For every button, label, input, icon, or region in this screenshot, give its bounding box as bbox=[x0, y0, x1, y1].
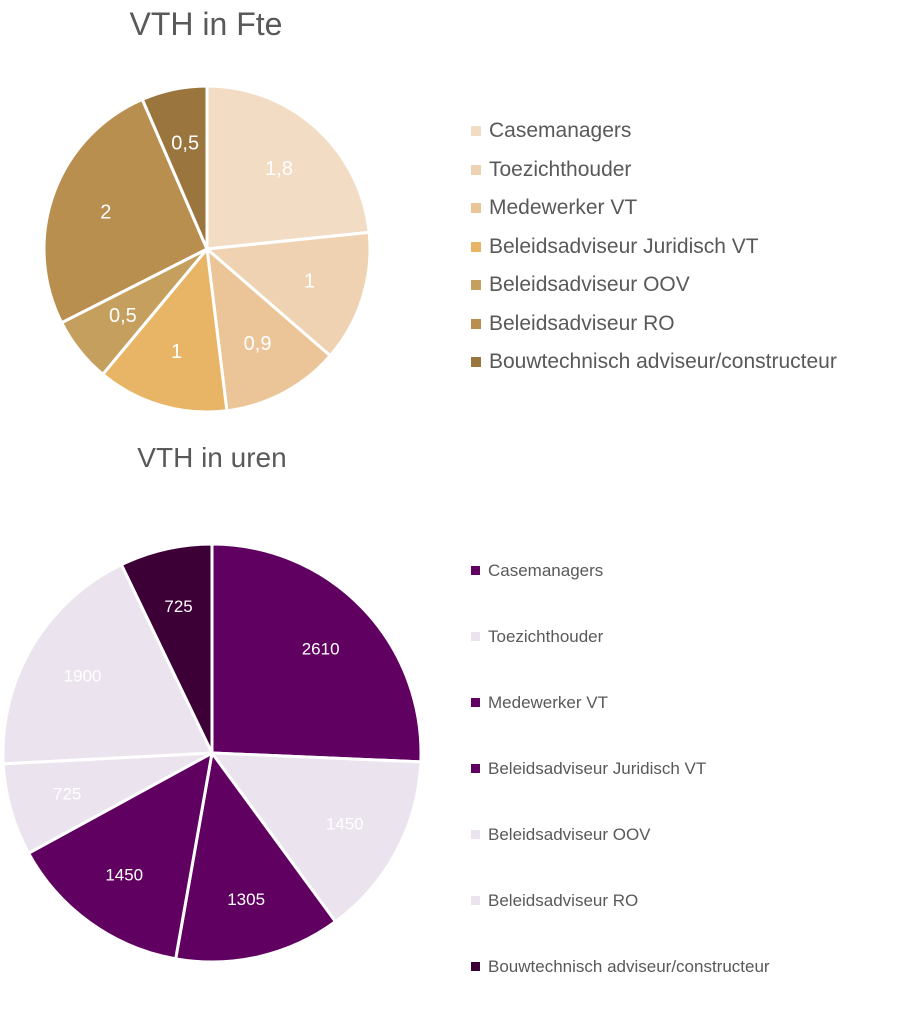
pie-slice-medewerker-vt bbox=[174, 751, 337, 964]
legend-label: Casemanagers bbox=[488, 560, 604, 580]
data-label-beleidsadviseur-juridisch-vt: 1 bbox=[171, 341, 182, 363]
data-label-casemanagers: 1,8 bbox=[265, 158, 293, 180]
fte-pie-chart: VTH in Fte 1,8 1 0,9 1 0,5 2 0,5 Casemanagers T… bbox=[0, 0, 921, 430]
pie-slice-beleidsadviseur-juridisch-vt bbox=[101, 247, 229, 414]
legend-item-beleidsadviseur-ro: Beleidsadviseur RO bbox=[471, 884, 638, 917]
chart-title: VTH in Fte bbox=[129, 6, 283, 42]
pie-slice-beleidsadviseur-juridisch-vt bbox=[27, 751, 214, 961]
chart-title: VTH in uren bbox=[137, 442, 287, 473]
legend-swatch bbox=[471, 280, 481, 290]
data-label-bouwtechnisch-adviseur-constructeur: 725 bbox=[164, 597, 192, 616]
legend-label: Beleidsadviseur OOV bbox=[489, 273, 690, 296]
pie-slice-toezichthouder bbox=[205, 230, 372, 358]
data-label-toezichthouder: 1 bbox=[304, 270, 315, 292]
legend-item-beleidsadviseur-oov: Beleidsadviseur OOV bbox=[471, 818, 651, 851]
legend-label: Beleidsadviseur RO bbox=[489, 311, 675, 335]
legend-swatch bbox=[471, 126, 481, 136]
legend-item-medewerker-vt: Medewerker VT bbox=[471, 189, 637, 227]
legend-item-beleidsadviseur-juridisch-vt: Beleidsadviseur Juridisch VT bbox=[471, 228, 759, 266]
legend-item-beleidsadviseur-oov: Beleidsadviseur OOV bbox=[471, 266, 690, 304]
legend-swatch bbox=[471, 830, 480, 839]
pie-slice-casemanagers bbox=[205, 84, 371, 251]
legend-label: Medewerker VT bbox=[488, 692, 608, 712]
legend-label: Bouwtechnisch adviseur/constructeur bbox=[489, 350, 837, 373]
legend-swatch bbox=[471, 357, 481, 367]
legend-label: Toezichthouder bbox=[488, 626, 604, 646]
data-label-beleidsadviseur-oov: 0,5 bbox=[109, 305, 137, 327]
legend-swatch bbox=[471, 566, 480, 575]
legend-item-bouwtechnisch-adviseur-constructeur: Bouwtechnisch adviseur/constructeur bbox=[471, 950, 770, 983]
legend-swatch bbox=[471, 698, 480, 707]
legend-label: Beleidsadviseur Juridisch VT bbox=[488, 758, 707, 778]
legend-item-beleidsadviseur-juridisch-vt: Beleidsadviseur Juridisch VT bbox=[471, 752, 706, 785]
legend-swatch bbox=[471, 632, 480, 641]
legend-swatch bbox=[471, 764, 480, 773]
legend-label: Beleidsadviseur OOV bbox=[488, 824, 651, 844]
data-label-medewerker-vt: 1305 bbox=[227, 890, 265, 909]
legend-item-bouwtechnisch-adviseur-constructeur: Bouwtechnisch adviseur/constructeur bbox=[471, 343, 837, 381]
pie-slice-beleidsadviseur-ro bbox=[1, 563, 214, 766]
pie-slice-casemanagers bbox=[210, 542, 423, 764]
legend-label: Toezichthouder bbox=[489, 157, 632, 181]
pie-slice-bouwtechnisch-adviseur-constructeur bbox=[140, 84, 209, 251]
fte-pie-svg: 1,8 1 0,9 1 0,5 2 0,5 bbox=[42, 84, 372, 414]
legend-item-casemanagers: Casemanagers bbox=[471, 554, 603, 587]
legend-swatch bbox=[471, 896, 480, 905]
hours-pie-svg: 2610 1450 1305 1450 725 1900 725 bbox=[1, 542, 423, 964]
legend-item-casemanagers: Casemanagers bbox=[471, 112, 631, 150]
pie-slice-bouwtechnisch-adviseur-constructeur bbox=[119, 542, 214, 755]
legend-label: Beleidsadviseur Juridisch VT bbox=[489, 234, 759, 258]
pie-slice-medewerker-vt bbox=[205, 247, 332, 413]
data-label-casemanagers: 2610 bbox=[302, 639, 340, 658]
legend-swatch bbox=[471, 203, 481, 213]
data-label-toezichthouder: 1450 bbox=[326, 814, 364, 833]
legend-swatch bbox=[471, 241, 481, 252]
legend-item-toezichthouder: Toezichthouder bbox=[471, 620, 603, 653]
legend-item-toezichthouder: Toezichthouder bbox=[471, 151, 631, 189]
legend-label: Casemanagers bbox=[489, 119, 632, 142]
legend-label: Bouwtechnisch adviseur/constructeur bbox=[488, 956, 770, 976]
legend-swatch bbox=[471, 962, 480, 971]
data-label-beleidsadviseur-juridisch-vt: 1450 bbox=[105, 866, 143, 885]
legend-swatch bbox=[471, 318, 481, 329]
pie-slice-toezichthouder bbox=[210, 751, 423, 924]
data-label-beleidsadviseur-oov: 725 bbox=[53, 784, 81, 803]
data-label-bouwtechnisch-adviseur-constructeur: 0,5 bbox=[171, 133, 199, 155]
data-label-beleidsadviseur-ro: 2 bbox=[100, 201, 111, 223]
legend-swatch bbox=[471, 164, 481, 175]
data-label-medewerker-vt: 0,9 bbox=[244, 333, 272, 355]
legend-label: Medewerker VT bbox=[489, 196, 638, 219]
legend-label: Beleidsadviseur RO bbox=[488, 890, 639, 910]
legend-item-medewerker-vt: Medewerker VT bbox=[471, 686, 608, 719]
data-label-beleidsadviseur-ro: 1900 bbox=[64, 667, 102, 686]
legend-item-beleidsadviseur-ro: Beleidsadviseur RO bbox=[471, 305, 675, 343]
hours-pie-chart: VTH in uren 2610 1450 1305 1450 725 1900 725 C… bbox=[0, 430, 921, 1019]
